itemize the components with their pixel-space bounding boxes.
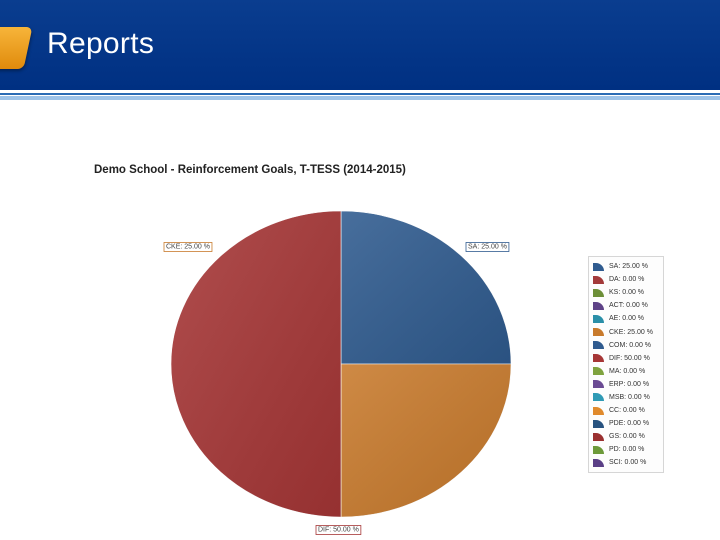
header-divider-thin [0,93,720,95]
legend-item-ae: AE: 0.00 % [589,312,663,325]
legend-swatch [593,393,604,402]
legend-swatch [593,367,604,376]
legend-swatch [593,301,604,310]
legend-item-ma: MA: 0.00 % [589,365,663,378]
legend-label: KS: 0.00 % [609,289,645,297]
legend-item-cc: CC: 0.00 % [589,404,663,417]
legend-label: SCI: 0.00 % [609,459,647,467]
slice-label-box-sa [465,242,510,252]
legend-swatch [593,314,604,323]
pie-slice-shade-dif [171,211,341,517]
legend-label: ERP: 0.00 % [609,380,650,388]
legend-label: CC: 0.00 % [609,407,645,415]
chart-title: Demo School - Reinforcement Goals, T-TES… [94,164,406,176]
legend-label: AE: 0.00 % [609,315,645,323]
legend-label: DA: 0.00 % [609,276,645,284]
legend-item-dif: DIF: 50.00 % [589,352,663,365]
slice-label-dif: DIF: 50.00 % [318,527,359,534]
legend-label: GS: 0.00 % [609,433,645,441]
legend-item-gs: GS: 0.00 % [589,430,663,443]
legend-label: PD: 0.00 % [609,446,645,454]
legend-label: CKE: 25.00 % [609,328,653,336]
legend-item-cke: CKE: 25.00 % [589,325,663,338]
legend-swatch [593,354,604,363]
legend-label: MA: 0.00 % [609,367,646,375]
slide-header: Reports [0,0,720,90]
legend-item-sa: SA: 25.00 % [589,260,663,273]
legend-item-pd: PD: 0.00 % [589,443,663,456]
slice-label-box-dif [315,525,362,535]
slice-label-sa: SA: 25.00 % [468,244,507,251]
legend-label: SA: 25.00 % [609,263,648,271]
header-divider-thick [0,96,720,100]
pie-slice-shade-sa [341,211,511,364]
legend-item-da: DA: 0.00 % [589,273,663,286]
legend-label: PDE: 0.00 % [609,420,650,428]
legend-swatch [593,341,604,350]
legend-label: ACT: 0.00 % [609,302,648,310]
legend-swatch [593,406,604,415]
page-title: Reports [47,27,155,60]
legend-swatch [593,288,604,297]
legend-swatch [593,380,604,389]
slice-label-box-cke [163,242,213,252]
slice-label-cke: CKE: 25.00 % [166,244,210,251]
legend-item-act: ACT: 0.00 % [589,299,663,312]
legend-swatch [593,275,604,284]
legend-item-sci: SCI: 0.00 % [589,456,663,469]
legend-swatch [593,328,604,337]
legend-label: MSB: 0.00 % [609,393,650,401]
legend-item-com: COM: 0.00 % [589,339,663,352]
legend-item-msb: MSB: 0.00 % [589,391,663,404]
legend-label: DIF: 50.00 % [609,354,650,362]
legend-swatch [593,445,604,454]
legend-label: COM: 0.00 % [609,341,652,349]
legend-swatch [593,432,604,441]
legend-swatch [593,419,604,428]
chart-legend: SA: 25.00 % DA: 0.00 % KS: 0.00 % ACT: 0.00… [588,256,664,473]
legend-swatch [593,262,604,271]
legend-item-erp: ERP: 0.00 % [589,378,663,391]
legend-swatch [593,458,604,467]
legend-item-pde: PDE: 0.00 % [589,417,663,430]
pie-slice-shade-cke [341,364,511,517]
legend-item-ks: KS: 0.00 % [589,286,663,299]
